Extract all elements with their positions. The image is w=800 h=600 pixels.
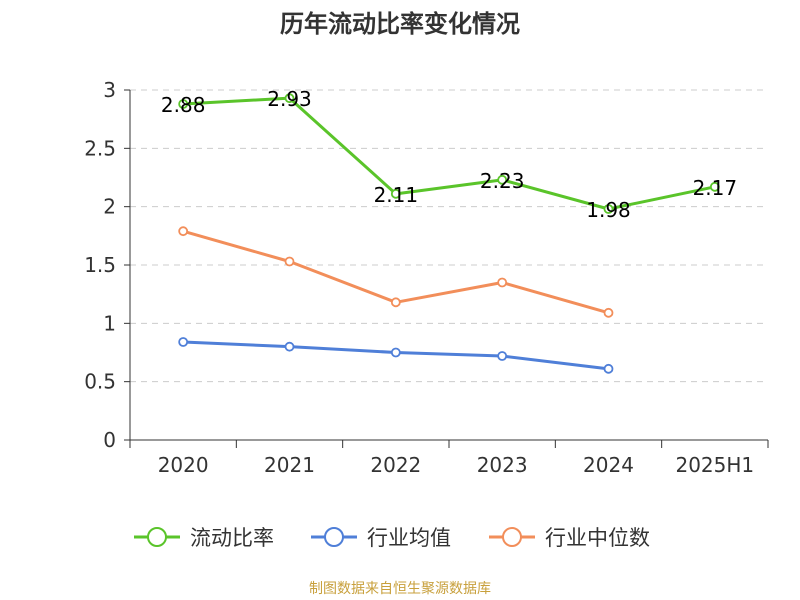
y-tick-label: 2	[103, 195, 116, 219]
legend-marker	[147, 527, 167, 547]
legend-label: 行业均值	[367, 526, 451, 550]
data-point	[603, 363, 614, 374]
data-point	[603, 307, 614, 318]
y-axis: 0 0.5 1 1.5 2 2.5 3	[84, 78, 131, 452]
y-tick-label: 1	[103, 311, 116, 335]
grid-lines	[130, 89, 768, 383]
x-tick-label: 2024	[583, 453, 634, 477]
data-point	[390, 297, 401, 308]
legend-marker	[324, 527, 344, 547]
data-point	[284, 341, 295, 352]
x-tick-label: 2020	[158, 453, 209, 477]
chart-title: 历年流动比率变化情况	[280, 10, 520, 38]
y-tick-label: 3	[103, 78, 116, 102]
data-point	[603, 204, 614, 214]
data-point	[284, 93, 295, 104]
legend: 流动比率 行业均值 行业中位数	[134, 526, 650, 550]
data-label: 2.88	[161, 93, 206, 117]
data-point	[497, 174, 508, 185]
data-point	[390, 188, 401, 199]
data-label: 2.23	[480, 169, 525, 193]
x-tick-label: 2025H1	[675, 453, 754, 477]
data-point	[497, 277, 508, 288]
data-point	[390, 347, 401, 358]
y-tick-label: 1.5	[84, 253, 116, 277]
data-point	[497, 351, 508, 361]
y-tick-label: 2.5	[84, 136, 116, 160]
data-label: 1.98	[586, 198, 631, 222]
series-line	[183, 96, 716, 211]
data-point	[178, 226, 189, 237]
data-point	[178, 99, 189, 109]
y-tick-label: 0.5	[84, 370, 116, 394]
series-lines	[178, 93, 720, 374]
data-label: 2.93	[267, 87, 312, 111]
data-label: 2.17	[693, 176, 738, 200]
x-tick-label: 2023	[477, 453, 528, 477]
x-tick-label: 2021	[264, 453, 315, 477]
x-tick-label: 2022	[370, 453, 421, 477]
y-tick-label: 0	[103, 428, 116, 452]
data-label: 2.11	[374, 183, 419, 207]
data-labels: 2.88 2.93 2.11 2.23 1.98 2.17	[161, 87, 737, 222]
source-note: 制图数据来自恒生聚源数据库	[309, 581, 491, 597]
legend-marker	[502, 527, 522, 547]
data-point	[284, 256, 295, 267]
data-point	[709, 181, 720, 192]
x-axis: 2020 2021 2022 2023 2024 2025H1	[129, 439, 769, 477]
legend-label: 行业中位数	[545, 526, 650, 550]
data-point	[178, 337, 189, 347]
legend-label: 流动比率	[190, 526, 274, 550]
